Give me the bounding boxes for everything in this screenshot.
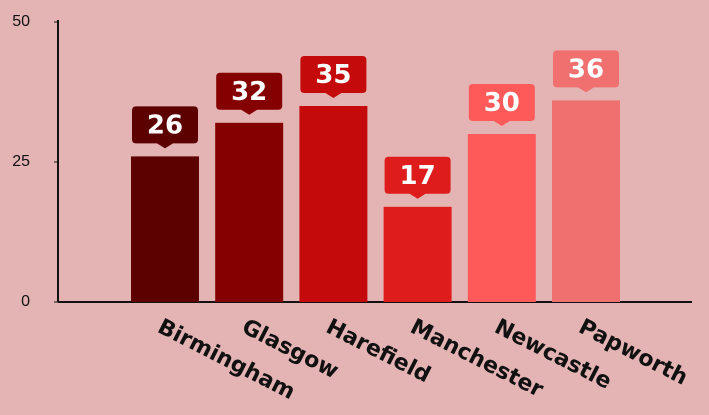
value-label: 32 — [231, 77, 267, 107]
bar — [131, 156, 199, 302]
y-tick-label: 0 — [21, 293, 30, 310]
value-label: 17 — [400, 161, 436, 191]
value-label: 35 — [315, 60, 351, 90]
y-tick-label: 50 — [12, 13, 30, 30]
bar — [552, 100, 620, 303]
value-label: 26 — [147, 110, 183, 140]
value-label: 36 — [568, 54, 604, 84]
y-tick-label: 25 — [12, 153, 30, 170]
bar — [215, 122, 284, 302]
bar — [383, 206, 452, 302]
label-tag — [468, 84, 535, 126]
label-tag — [300, 56, 367, 98]
bar — [299, 106, 368, 302]
value-label: 30 — [484, 88, 520, 118]
label-tag — [216, 72, 283, 115]
label-tag — [553, 50, 619, 93]
bar — [467, 134, 536, 302]
label-tag — [132, 106, 198, 149]
label-tag — [384, 156, 451, 199]
